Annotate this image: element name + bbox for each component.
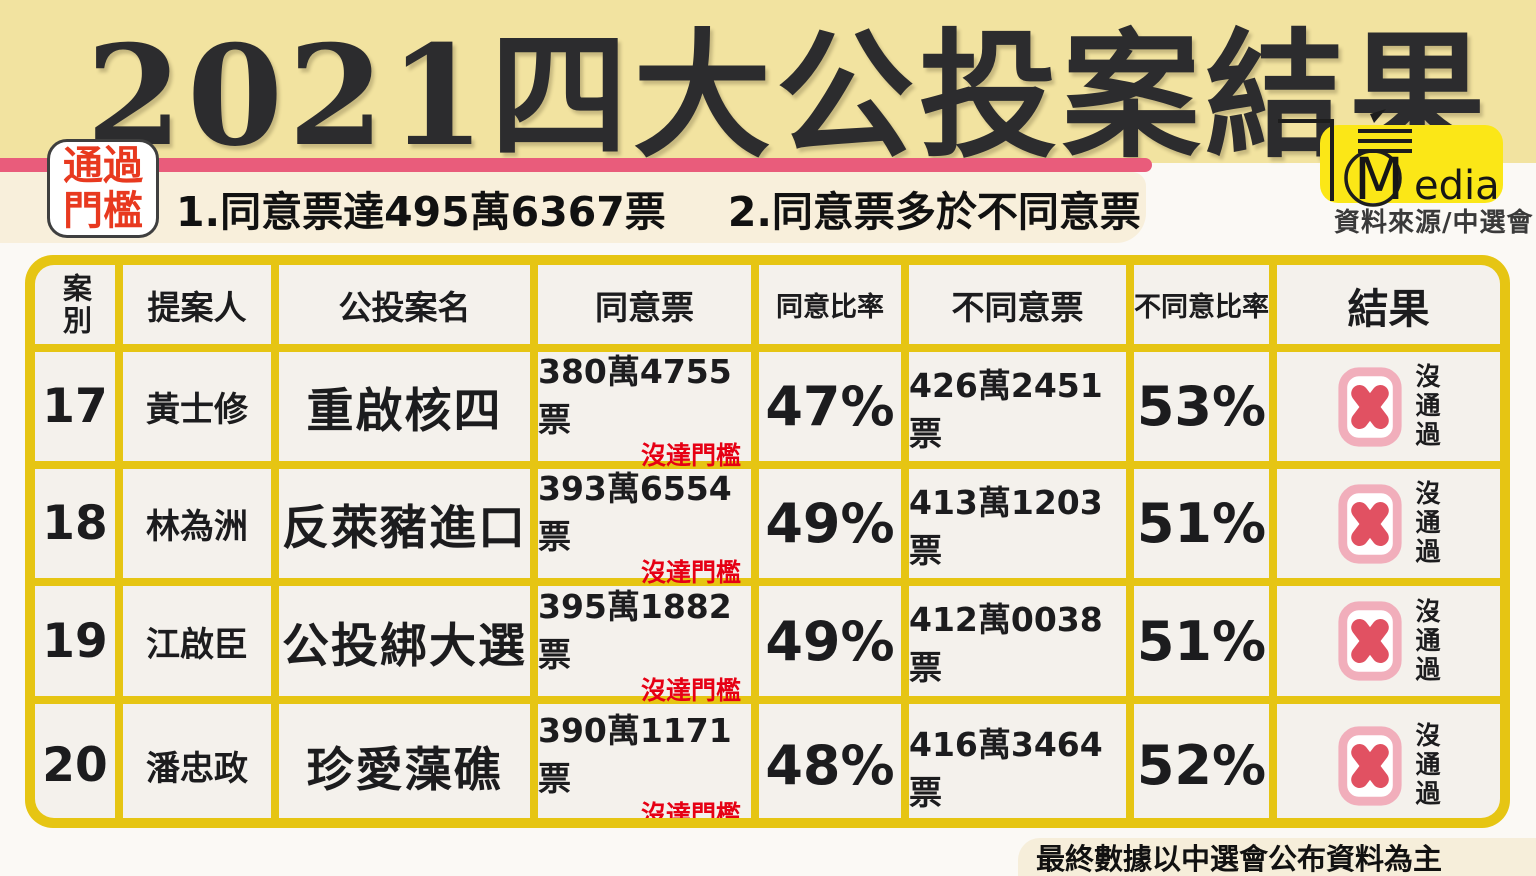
divider-stripe <box>0 158 1152 172</box>
agree-votes-cell: 395萬1882票 沒達門檻 <box>538 586 751 703</box>
agree-votes-cell: 393萬6554票 沒達門檻 <box>538 469 751 585</box>
data-source-label: 資料來源/中選會 <box>1334 208 1534 238</box>
threshold-rule-1: 1.同意票達495萬6367票 <box>176 187 666 236</box>
x-mark-icon <box>1338 601 1402 681</box>
agree-percent: 47% <box>759 352 901 461</box>
result-label: 沒通過 <box>1412 363 1441 450</box>
col-header-proposer: 提案人 <box>123 265 271 344</box>
case-number: 20 <box>35 704 115 818</box>
col-header-disagree-votes: 不同意票 <box>909 265 1126 344</box>
results-table-grid: 案別 提案人 公投案名 同意票 同意比率 不同意票 不同意比率 結果 17 黃士… <box>35 265 1500 818</box>
agree-votes-cell: 390萬1171票 沒達門檻 <box>538 704 751 818</box>
result-cell: 沒通過 <box>1277 352 1500 461</box>
col-header-case: 案別 <box>35 265 115 344</box>
agree-votes: 393萬6554票 <box>538 469 732 556</box>
referendum-name: 公投綁大選 <box>279 586 530 696</box>
logo-c-circle-icon <box>1344 149 1402 207</box>
referendum-name: 珍愛藻礁 <box>279 704 530 818</box>
result-label: 沒通過 <box>1412 597 1441 685</box>
col-header-name: 公投案名 <box>279 265 530 344</box>
threshold-rule-2: 2.同意票多於不同意票 <box>727 187 1141 236</box>
logo-initial: M <box>1354 145 1404 208</box>
x-mark-icon <box>1338 483 1402 564</box>
disagree-votes: 413萬1203票 <box>909 469 1126 578</box>
agree-votes: 380萬4755票 <box>538 352 732 439</box>
agree-votes: 395萬1882票 <box>538 586 732 674</box>
col-header-agree-ratio: 同意比率 <box>759 265 901 344</box>
threshold-not-met-note: 沒達門檻 <box>640 558 741 587</box>
badge-line-1: 通過 <box>63 142 143 189</box>
threshold-not-met-note: 沒達門檻 <box>640 800 741 818</box>
pass-threshold-badge: 通過 門檻 <box>47 139 159 238</box>
case-number: 17 <box>35 352 115 461</box>
cm-media-logo: M edia <box>1278 109 1500 208</box>
result-cell: 沒通過 <box>1277 586 1500 696</box>
x-mark-icon <box>1338 366 1402 447</box>
result-label: 沒通過 <box>1412 722 1441 809</box>
threshold-banner: 1.同意票達495萬6367票 2.同意票多於不同意票 <box>0 172 1146 243</box>
referendum-name: 重啟核四 <box>279 352 530 461</box>
agree-votes: 390萬1171票 <box>538 711 732 798</box>
x-mark-icon <box>1338 725 1402 806</box>
logo-connector-line <box>1278 119 1334 201</box>
proposer: 黃士修 <box>123 352 271 461</box>
disagree-percent: 52% <box>1134 704 1269 818</box>
proposer: 林為洲 <box>123 469 271 578</box>
header-band: 2021四大公投案結果 <box>0 0 1536 177</box>
agree-percent: 49% <box>759 586 901 696</box>
logo-tick-icon <box>1370 109 1386 123</box>
disagree-votes: 416萬3464票 <box>909 704 1126 818</box>
disagree-percent: 53% <box>1134 352 1269 461</box>
col-header-disagree-ratio: 不同意比率 <box>1134 265 1269 344</box>
proposer: 江啟臣 <box>123 586 271 696</box>
disagree-votes: 426萬2451票 <box>909 352 1126 461</box>
results-table: 案別 提案人 公投案名 同意票 同意比率 不同意票 不同意比率 結果 17 黃士… <box>25 255 1510 828</box>
col-header-result: 結果 <box>1277 265 1500 344</box>
agree-percent: 49% <box>759 469 901 578</box>
disclaimer-note: 最終數據以中選會公布資料為主 <box>1018 838 1536 876</box>
threshold-not-met-note: 沒達門檻 <box>640 675 741 705</box>
referendum-name: 反萊豬進口 <box>279 469 530 578</box>
result-cell: 沒通過 <box>1277 704 1500 818</box>
result-cell: 沒通過 <box>1277 469 1500 578</box>
case-number: 19 <box>35 586 115 696</box>
agree-votes-cell: 380萬4755票 沒達門檻 <box>538 352 751 468</box>
page-title: 2021四大公投案結果 <box>86 14 1492 177</box>
threshold-not-met-note: 沒達門檻 <box>640 441 741 470</box>
proposer: 潘忠政 <box>123 704 271 818</box>
result-label: 沒通過 <box>1412 480 1441 567</box>
logo-wordmark: edia <box>1414 163 1500 208</box>
col-header-agree-votes: 同意票 <box>538 265 751 344</box>
agree-percent: 48% <box>759 704 901 818</box>
disagree-votes: 412萬0038票 <box>909 586 1126 696</box>
disagree-percent: 51% <box>1134 586 1269 696</box>
badge-line-2: 門檻 <box>63 187 143 234</box>
disagree-percent: 51% <box>1134 469 1269 578</box>
case-number: 18 <box>35 469 115 578</box>
